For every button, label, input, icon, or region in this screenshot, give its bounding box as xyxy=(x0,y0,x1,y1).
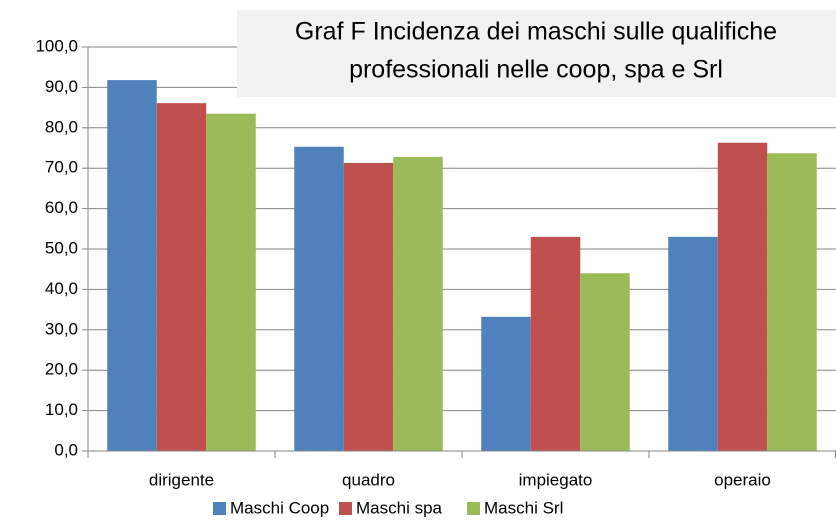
y-tick-label: 40,0 xyxy=(45,279,78,298)
bar xyxy=(343,162,394,451)
bar xyxy=(530,236,581,451)
bar xyxy=(580,273,630,451)
bar xyxy=(767,153,817,451)
y-tick-label: 70,0 xyxy=(45,158,78,177)
chart-title: Graf F Incidenza dei maschi sulle qualif… xyxy=(295,18,777,46)
legend-label: Maschi spa xyxy=(356,498,443,517)
title-box xyxy=(237,10,836,97)
y-tick-label: 0,0 xyxy=(54,440,78,459)
legend-label: Maschi Srl xyxy=(484,498,563,517)
y-tick-label: 80,0 xyxy=(45,117,78,136)
y-tick-label: 100,0 xyxy=(35,36,78,55)
y-tick-label: 50,0 xyxy=(45,238,78,257)
y-tick-label: 60,0 xyxy=(45,198,78,217)
bar xyxy=(393,156,443,451)
chart-title: professionali nelle coop, spa e Srl xyxy=(349,56,723,84)
x-tick-label: impiegato xyxy=(519,470,593,489)
y-tick-label: 20,0 xyxy=(45,360,78,379)
x-tick-label: quadro xyxy=(342,470,395,489)
legend-swatch xyxy=(467,502,480,515)
bar xyxy=(107,80,157,452)
legend-swatch xyxy=(213,502,226,515)
bar xyxy=(294,146,344,451)
bar xyxy=(717,142,768,452)
legend-swatch xyxy=(339,502,352,515)
bar xyxy=(668,236,718,451)
bar xyxy=(481,316,531,451)
y-tick-label: 90,0 xyxy=(45,77,78,96)
legend-label: Maschi Coop xyxy=(230,498,329,517)
x-tick-label: dirigente xyxy=(149,470,214,489)
bar xyxy=(206,113,256,451)
x-tick-label: operaio xyxy=(714,470,771,489)
y-tick-label: 30,0 xyxy=(45,319,78,338)
y-tick-label: 10,0 xyxy=(45,400,78,419)
bar xyxy=(156,103,207,451)
